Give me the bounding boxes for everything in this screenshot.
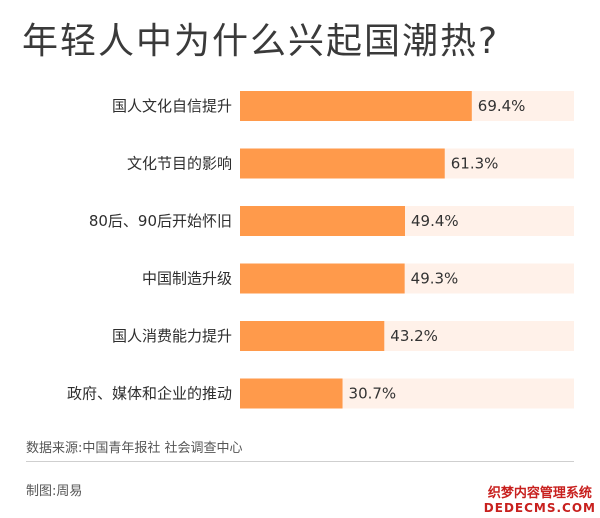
divider <box>26 461 574 462</box>
bar-chart: 国人文化自信提升 69.4% 文化节目的影响 61.3% 80后、90后开始怀旧 49.4… <box>67 91 574 409</box>
chart-title: 年轻人中为什么兴起国潮热? <box>22 21 500 62</box>
bar <box>240 148 445 179</box>
value-label: 49.4% <box>411 212 459 230</box>
category-label: 文化节目的影响 <box>127 155 232 173</box>
bar <box>240 321 385 351</box>
category-label: 80后、90后开始怀旧 <box>89 212 232 230</box>
value-label: 30.7% <box>349 385 397 403</box>
value-label: 43.2% <box>390 327 438 345</box>
bar <box>240 91 472 121</box>
category-label: 政府、媒体和企业的推动 <box>67 385 232 403</box>
category-label: 国人文化自信提升 <box>112 97 232 115</box>
bar <box>240 206 405 236</box>
category-label: 国人消费能力提升 <box>112 327 232 345</box>
value-label: 49.3% <box>411 270 459 288</box>
watermark-text: 织梦内容管理系统 <box>487 486 592 501</box>
watermark-logo: 织梦内容管理系统 DEDECMS.COM <box>484 486 596 516</box>
watermark-url: DEDECMS.COM <box>483 501 596 515</box>
value-label: 69.4% <box>478 97 526 115</box>
category-label: 中国制造升级 <box>142 270 232 288</box>
credit-note: 制图:周易 <box>26 484 83 499</box>
value-label: 61.3% <box>451 155 499 173</box>
source-note: 数据来源:中国青年报社 社会调查中心 <box>26 441 243 456</box>
bar <box>240 263 405 294</box>
bar <box>240 378 343 409</box>
